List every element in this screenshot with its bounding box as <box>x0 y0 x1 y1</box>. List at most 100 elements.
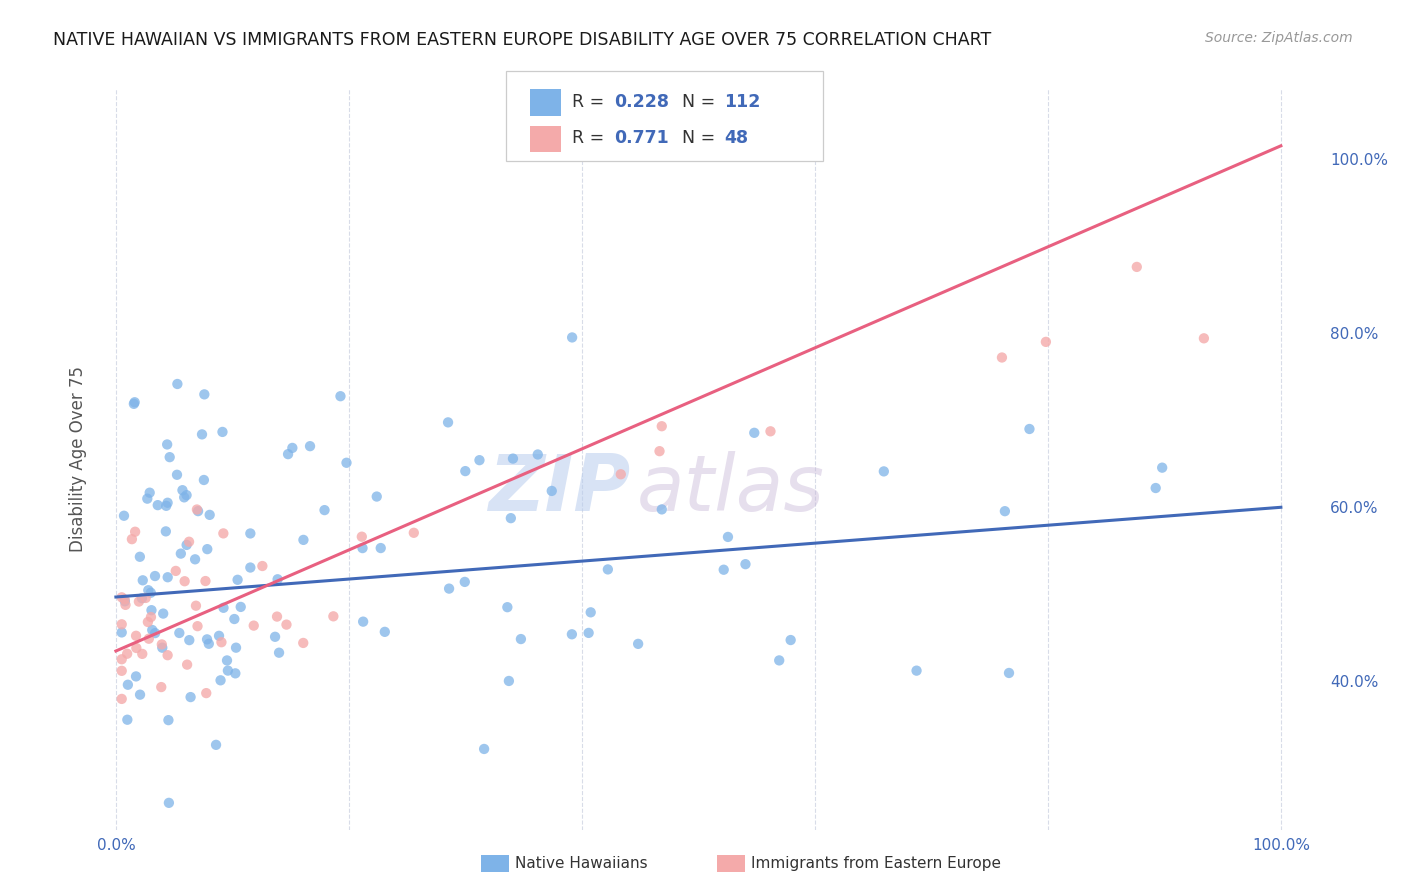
Text: R =: R = <box>572 93 610 111</box>
Point <box>136 615 159 629</box>
Point <box>156 648 179 663</box>
Point <box>454 464 477 478</box>
Point <box>742 425 765 440</box>
Point <box>193 387 215 401</box>
Point <box>111 692 134 706</box>
Point <box>292 533 315 547</box>
Point <box>131 647 153 661</box>
Point <box>468 453 491 467</box>
Point <box>198 637 221 651</box>
Y-axis label: Disability Age Over 75: Disability Age Over 75 <box>69 367 87 552</box>
Point <box>509 632 531 646</box>
Text: ZIP: ZIP <box>488 451 630 527</box>
Point <box>224 666 246 681</box>
Point <box>166 467 188 482</box>
Point <box>998 665 1021 680</box>
Point <box>176 538 198 552</box>
Point <box>138 485 160 500</box>
Point <box>1144 481 1167 495</box>
Point <box>239 526 262 541</box>
Point <box>111 617 134 632</box>
Point <box>873 464 896 478</box>
Point <box>157 796 180 810</box>
Point <box>136 583 159 598</box>
Point <box>402 525 425 540</box>
Point <box>139 610 162 624</box>
Point <box>115 647 138 661</box>
Point <box>768 653 790 667</box>
Text: N =: N = <box>671 93 720 111</box>
Point <box>180 690 202 704</box>
Point <box>150 680 173 694</box>
Point <box>187 504 209 518</box>
Point <box>111 591 134 605</box>
Point <box>141 623 163 637</box>
Point <box>437 582 460 596</box>
Point <box>578 626 600 640</box>
Text: Immigrants from Eastern Europe: Immigrants from Eastern Europe <box>751 856 1001 871</box>
Point <box>125 669 148 683</box>
Point <box>352 541 374 555</box>
Point <box>143 569 166 583</box>
Point <box>205 738 228 752</box>
Point <box>194 574 217 588</box>
Point <box>198 508 221 522</box>
Point <box>292 636 315 650</box>
Point <box>176 657 198 672</box>
Point <box>179 633 201 648</box>
Point <box>111 625 134 640</box>
Point <box>229 599 252 614</box>
Point <box>184 599 207 613</box>
Text: 0.771: 0.771 <box>614 129 669 147</box>
Point <box>239 560 262 574</box>
Point <box>152 607 174 621</box>
Point <box>117 678 139 692</box>
Point <box>370 541 392 555</box>
Point <box>1018 422 1040 436</box>
Point <box>498 673 520 688</box>
Point <box>111 652 134 666</box>
Point <box>165 564 187 578</box>
Point <box>1035 334 1057 349</box>
Point <box>991 351 1014 365</box>
Point <box>561 330 583 344</box>
Point <box>191 427 214 442</box>
Point <box>111 664 134 678</box>
Point <box>156 496 179 510</box>
Point <box>224 612 246 626</box>
Point <box>779 633 801 648</box>
Text: 0.228: 0.228 <box>614 93 669 111</box>
Point <box>266 572 288 586</box>
Point <box>176 488 198 502</box>
Point <box>329 389 352 403</box>
Point <box>121 532 143 546</box>
Point <box>211 425 233 439</box>
Point <box>150 637 173 651</box>
Point <box>159 450 181 465</box>
Point <box>169 626 191 640</box>
Point <box>596 562 619 576</box>
Point <box>209 673 232 688</box>
Point <box>277 447 299 461</box>
Point <box>146 498 169 512</box>
Point <box>173 491 195 505</box>
Point <box>374 624 396 639</box>
Point <box>734 557 756 571</box>
Point <box>502 451 524 466</box>
Point <box>136 491 159 506</box>
Text: Source: ZipAtlas.com: Source: ZipAtlas.com <box>1205 31 1353 45</box>
Point <box>114 594 136 608</box>
Point <box>135 591 157 605</box>
Point <box>131 591 153 606</box>
Point <box>124 395 146 409</box>
Text: 48: 48 <box>724 129 748 147</box>
Point <box>226 573 249 587</box>
Text: 112: 112 <box>724 93 761 111</box>
Point <box>252 559 274 574</box>
Point <box>496 600 519 615</box>
Point <box>266 609 288 624</box>
Point <box>143 626 166 640</box>
Point <box>212 600 235 615</box>
Point <box>212 526 235 541</box>
Point <box>155 499 177 513</box>
